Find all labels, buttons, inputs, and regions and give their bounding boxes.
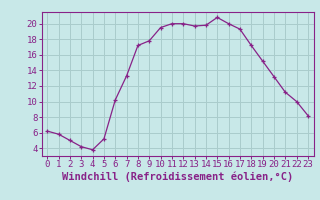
X-axis label: Windchill (Refroidissement éolien,°C): Windchill (Refroidissement éolien,°C) (62, 172, 293, 182)
